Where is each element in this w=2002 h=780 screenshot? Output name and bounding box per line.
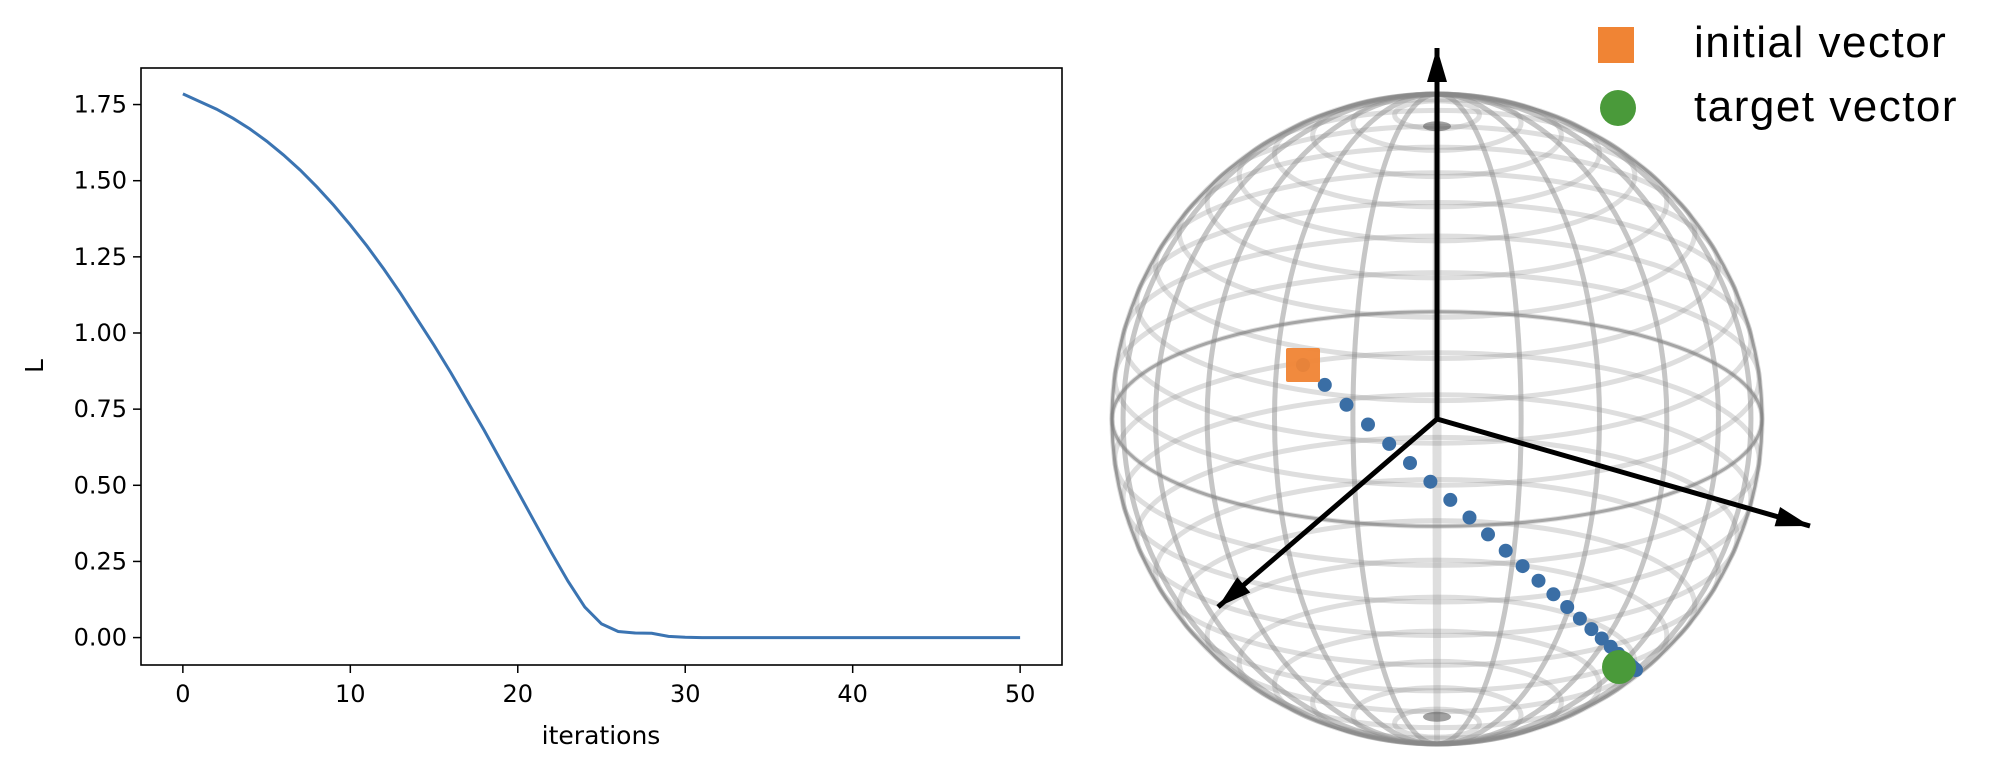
trajectory-point <box>1584 622 1599 637</box>
bloch-sphere <box>1109 48 1811 747</box>
x-axis-line <box>1216 417 1439 609</box>
x-tick-label: 30 <box>670 680 701 708</box>
y-tick-label: 1.75 <box>74 91 127 119</box>
latitude-line <box>1350 685 1524 746</box>
south-pole-mark <box>1423 711 1451 722</box>
trajectory-point <box>1317 377 1332 392</box>
trajectory-point <box>1423 474 1438 489</box>
latitude-line <box>1134 434 1740 638</box>
plot-frame <box>140 67 1063 666</box>
trajectory-point <box>1531 573 1546 588</box>
loss-chart: 0 10 20 30 40 50 0.00 0.25 0.50 0.75 1.00 1.25 1.50… <box>20 67 1063 750</box>
loss-curve-series <box>182 92 1021 640</box>
x-ticks: 0 10 20 30 40 50 <box>175 665 1035 708</box>
target-vector-marker <box>1602 650 1636 684</box>
y-tick-label: 0.00 <box>74 624 127 652</box>
latitude-line <box>1392 706 1482 740</box>
z-axis-arrowhead <box>1427 48 1447 82</box>
legend: initial vector target vector <box>1598 18 1958 131</box>
trajectory-point <box>1443 492 1458 507</box>
latitude-line <box>1310 658 1564 746</box>
trajectory-point <box>1462 510 1477 525</box>
trajectory-point <box>1546 587 1561 602</box>
trajectory-point <box>1361 417 1375 432</box>
trajectory-point <box>1339 397 1354 412</box>
x-axis-label: iterations <box>542 721 661 750</box>
y-tick-label: 1.50 <box>74 167 127 195</box>
legend-label-initial-vector: initial vector <box>1694 18 1947 67</box>
x-tick-label: 10 <box>335 680 366 708</box>
y-axis-label: L <box>20 359 49 373</box>
sphere-axes <box>1216 48 1811 609</box>
y-tick-label: 0.75 <box>74 395 127 423</box>
latitude-line <box>1204 557 1670 715</box>
trajectory-point <box>1498 543 1513 558</box>
x-tick-label: 50 <box>1005 680 1036 708</box>
y-tick-label: 0.25 <box>74 547 127 575</box>
trajectory-point <box>1560 600 1575 614</box>
legend-swatch-target-vector <box>1600 90 1636 126</box>
latitude-line <box>1272 628 1602 741</box>
y-axis-line <box>1436 416 1811 529</box>
trajectory-point <box>1403 456 1417 470</box>
trajectory-point <box>1481 527 1495 542</box>
x-tick-label: 20 <box>502 680 533 708</box>
y-axis-arrowhead <box>1774 507 1810 527</box>
legend-label-target-vector: target vector <box>1694 82 1958 131</box>
x-axis-arrowhead <box>1218 577 1251 607</box>
y-tick-label: 1.00 <box>74 319 127 347</box>
trajectory-point <box>1382 436 1397 451</box>
x-tick-label: 0 <box>175 680 190 708</box>
y-tick-label: 0.50 <box>74 471 127 499</box>
y-tick-label: 1.25 <box>74 243 127 271</box>
legend-swatch-initial-vector <box>1598 27 1634 63</box>
trajectory-point <box>1572 611 1587 626</box>
latitude-line <box>1176 518 1698 694</box>
trajectory-point <box>1515 559 1530 574</box>
trajectory-point <box>1594 631 1609 646</box>
initial-vector-marker <box>1286 348 1320 382</box>
x-tick-label: 40 <box>837 680 868 708</box>
y-ticks: 0.00 0.25 0.50 0.75 1.00 1.25 1.50 1.75 <box>74 91 141 652</box>
